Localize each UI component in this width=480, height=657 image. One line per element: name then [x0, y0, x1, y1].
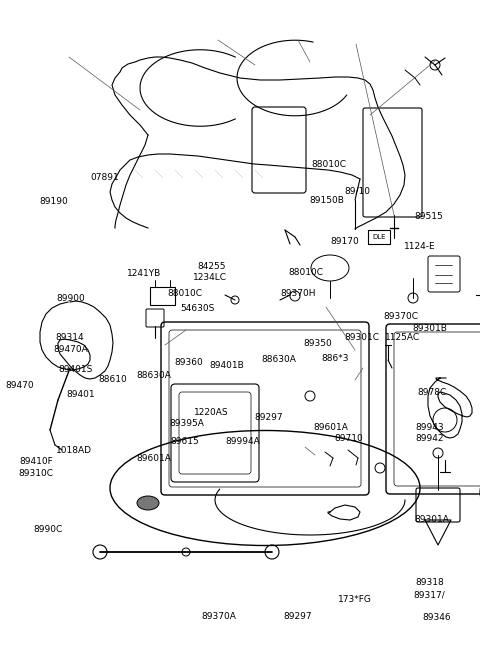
Text: 89318: 89318 [415, 578, 444, 587]
Text: 89317/: 89317/ [414, 590, 445, 599]
Text: 89942: 89942 [415, 434, 444, 443]
Text: 88630A: 88630A [261, 355, 296, 364]
Text: 89350: 89350 [303, 339, 332, 348]
Text: 886*3: 886*3 [321, 353, 349, 363]
Text: 89150B: 89150B [309, 196, 344, 205]
Text: 89/10: 89/10 [345, 187, 371, 196]
Text: 1241YB: 1241YB [127, 269, 161, 279]
Text: 89994A: 89994A [225, 437, 260, 446]
Text: 89515: 89515 [414, 212, 443, 221]
Text: 1220AS: 1220AS [194, 408, 228, 417]
Ellipse shape [137, 496, 159, 510]
Text: 84255: 84255 [197, 262, 226, 271]
Text: 89297: 89297 [283, 612, 312, 621]
Text: DLE: DLE [372, 234, 386, 240]
Text: 88630A: 88630A [136, 371, 171, 380]
Text: 89360: 89360 [174, 358, 203, 367]
Text: 1018AD: 1018AD [57, 446, 92, 455]
Text: 89401: 89401 [66, 390, 95, 399]
Text: 89615: 89615 [170, 437, 199, 446]
Text: 88610: 88610 [98, 374, 127, 384]
Text: 89943: 89943 [415, 422, 444, 432]
Text: 1125AC: 1125AC [384, 333, 420, 342]
Text: 8978C: 8978C [418, 388, 446, 397]
Text: 89470A: 89470A [54, 345, 88, 354]
Text: 89190: 89190 [40, 197, 69, 206]
Text: 89900: 89900 [57, 294, 85, 304]
Text: 89297: 89297 [254, 413, 283, 422]
Text: 89301B: 89301B [412, 324, 447, 333]
Text: 07891: 07891 [90, 173, 119, 182]
Text: 89470: 89470 [5, 381, 34, 390]
Text: 54630S: 54630S [180, 304, 215, 313]
Text: 89601A: 89601A [314, 423, 348, 432]
Text: 89314: 89314 [55, 333, 84, 342]
Text: 89710: 89710 [335, 434, 363, 443]
Text: 89370A: 89370A [201, 612, 236, 621]
Text: 89170: 89170 [330, 237, 359, 246]
Text: 89410F: 89410F [19, 457, 53, 466]
Text: 89370H: 89370H [281, 289, 316, 298]
Text: 88010C: 88010C [168, 289, 202, 298]
Text: 1234LC: 1234LC [193, 273, 227, 283]
Text: 89346: 89346 [422, 613, 451, 622]
Text: 89301C: 89301C [344, 333, 379, 342]
Text: 89401S: 89401S [59, 365, 93, 374]
Text: 89401B: 89401B [209, 361, 244, 370]
Text: 88010C: 88010C [288, 268, 323, 277]
Text: 89601A: 89601A [136, 454, 171, 463]
Text: 1124-E: 1124-E [404, 242, 436, 251]
Text: 8990C: 8990C [34, 525, 62, 534]
Text: 88010C: 88010C [312, 160, 346, 169]
Text: 173*FG: 173*FG [338, 595, 372, 604]
Text: 89370C: 89370C [384, 312, 418, 321]
Text: 89301A: 89301A [415, 514, 449, 524]
Text: 89395A: 89395A [170, 419, 204, 428]
Text: 89310C: 89310C [19, 468, 53, 478]
